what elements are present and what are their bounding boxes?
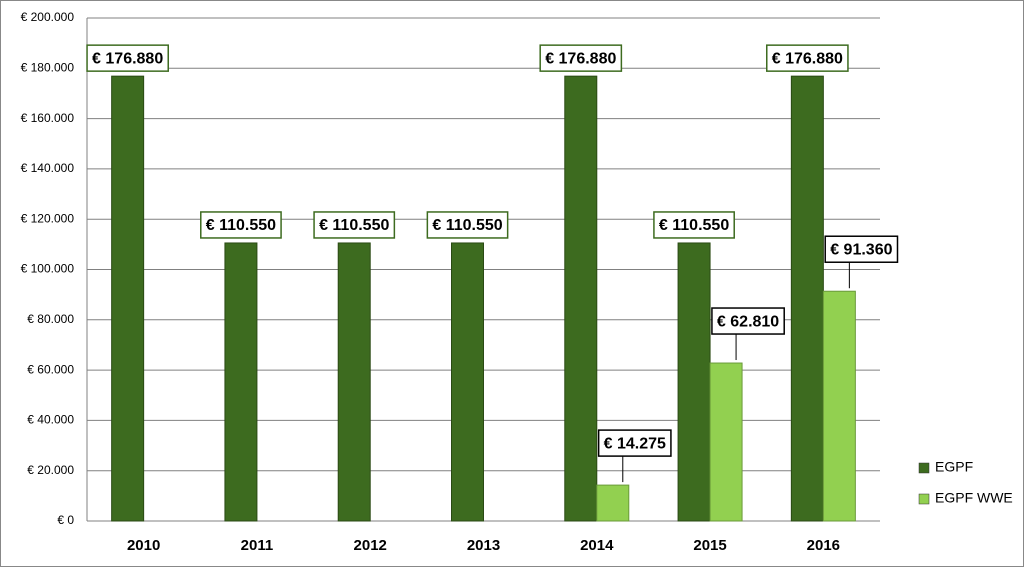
value-label: € 110.550 xyxy=(432,217,502,234)
value-label-box xyxy=(653,211,735,239)
value-label-box xyxy=(426,211,509,239)
y-tick-label: € 0 xyxy=(57,513,74,527)
bar xyxy=(677,242,711,522)
bar xyxy=(790,75,824,522)
x-tick-label: 2011 xyxy=(241,537,274,554)
legend-swatch xyxy=(918,493,930,505)
x-tick-label: 2015 xyxy=(693,537,726,554)
value-label-box xyxy=(766,44,849,72)
value-label-box xyxy=(597,429,672,457)
bar xyxy=(451,242,484,522)
legend-label: EGPF WWE xyxy=(935,490,1013,506)
y-tick-label: € 120.000 xyxy=(21,211,75,225)
value-label: € 14.275 xyxy=(604,435,666,452)
x-tick-label: 2012 xyxy=(354,537,387,554)
value-label: € 176.880 xyxy=(545,50,616,67)
bar xyxy=(337,242,371,522)
y-tick-label: € 20.000 xyxy=(27,463,74,477)
value-label: € 176.880 xyxy=(772,50,843,67)
bar xyxy=(596,484,630,522)
value-label-box xyxy=(539,44,623,72)
x-tick-label: 2010 xyxy=(127,537,160,554)
y-tick-label: € 40.000 xyxy=(27,413,74,427)
value-label: € 110.550 xyxy=(319,217,389,234)
value-label: € 110.550 xyxy=(206,217,276,234)
y-tick-label: € 200.000 xyxy=(21,10,75,24)
bar xyxy=(709,362,743,522)
x-tick-label: 2016 xyxy=(807,537,840,554)
y-tick-label: € 140.000 xyxy=(21,161,75,175)
legend-swatch xyxy=(918,462,930,474)
x-tick-label: 2014 xyxy=(580,537,614,554)
y-tick-label: € 100.000 xyxy=(21,262,75,276)
bar xyxy=(224,242,258,522)
value-label-box xyxy=(86,44,169,72)
value-label-box xyxy=(824,235,899,263)
legend-label: EGPF xyxy=(935,459,973,475)
value-label: € 62.810 xyxy=(717,313,779,330)
value-label: € 91.360 xyxy=(830,241,892,258)
y-tick-label: € 60.000 xyxy=(27,362,74,376)
value-label-box xyxy=(711,307,785,335)
bar xyxy=(111,75,145,522)
value-label: € 110.550 xyxy=(659,217,729,234)
bar xyxy=(564,75,598,522)
value-label-box xyxy=(200,211,282,239)
value-label-box xyxy=(313,211,396,239)
value-label: € 176.880 xyxy=(92,50,163,67)
bar xyxy=(822,290,856,522)
y-tick-label: € 160.000 xyxy=(21,111,75,125)
y-tick-label: € 80.000 xyxy=(27,312,74,326)
y-tick-label: € 180.000 xyxy=(21,60,75,74)
x-tick-label: 2013 xyxy=(467,537,500,554)
